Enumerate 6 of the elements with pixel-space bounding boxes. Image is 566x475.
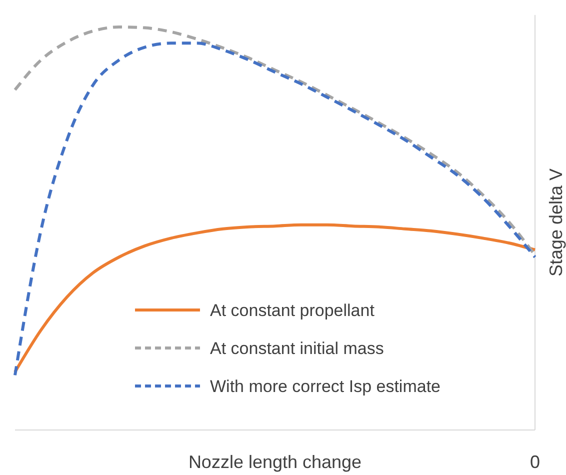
legend-label: With more correct Isp estimate	[210, 377, 441, 396]
legend-label: At constant propellant	[210, 301, 375, 320]
text: 0	[530, 452, 540, 472]
legend-label: At constant initial mass	[210, 339, 384, 358]
x-axis-title: Nozzle length change	[188, 452, 362, 472]
y-axis-title: Stage delta V	[546, 168, 566, 277]
